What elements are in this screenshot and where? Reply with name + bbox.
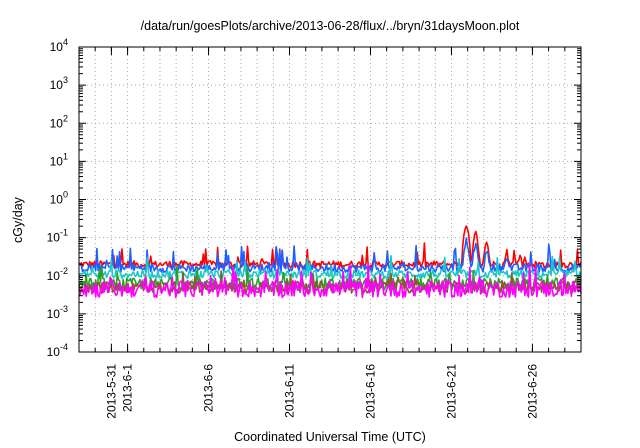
x-tick-label: 2013-6-26 bbox=[525, 364, 539, 419]
y-tick-label: 104 bbox=[50, 37, 68, 54]
x-tick-label: 2013-6-21 bbox=[444, 364, 458, 419]
y-tick-label: 10-3 bbox=[47, 304, 68, 321]
x-tick-label: 2013-6-6 bbox=[202, 364, 216, 412]
y-tick-label: 103 bbox=[50, 75, 68, 92]
y-tick-label: 102 bbox=[50, 113, 68, 130]
x-tick-label: 2013-5-31 bbox=[104, 364, 118, 419]
plot-frame bbox=[78, 46, 582, 353]
x-tick-label: 2013-6-11 bbox=[283, 364, 297, 418]
y-tick-label: 101 bbox=[50, 151, 68, 168]
x-tick-label: 2013-6-16 bbox=[363, 364, 377, 419]
grid bbox=[79, 47, 581, 352]
series-lines bbox=[78, 225, 582, 299]
chart-title: /data/run/goesPlots/archive/2013-06-28/f… bbox=[140, 19, 520, 33]
x-axis-label: Coordinated Universal Time (UTC) bbox=[234, 430, 426, 444]
y-tick-label: 10-2 bbox=[47, 266, 68, 283]
y-tick-label: 100 bbox=[50, 190, 68, 207]
axis-ticks: 10-4 10-3 10-2 10-1 100 101 102 103 104 2013-5-31… bbox=[47, 37, 581, 419]
series-line bbox=[78, 262, 582, 299]
y-tick-label: 10-4 bbox=[47, 342, 68, 359]
y-tick-label: 10-1 bbox=[47, 228, 68, 245]
series-line bbox=[78, 255, 582, 280]
x-tick-label: 2013-6-1 bbox=[121, 364, 135, 412]
